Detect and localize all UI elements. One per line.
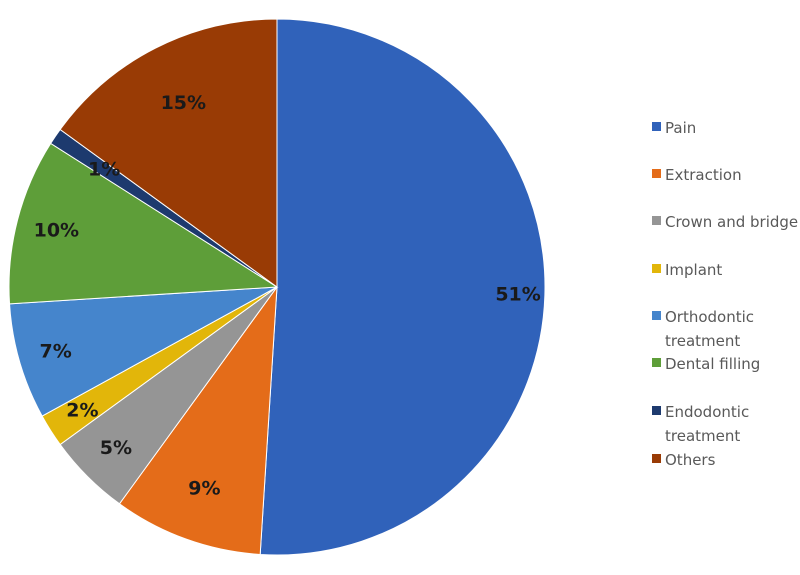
- pie-slice-others: [59, 18, 278, 288]
- pie-slice-dental-filling: [8, 142, 279, 305]
- legend-label-line: Others: [665, 451, 716, 469]
- legend-item-pain: Pain: [652, 116, 800, 140]
- slice-label-extraction: 9%: [188, 478, 220, 500]
- legend-label: Pain: [665, 116, 696, 140]
- legend-label-line: Crown and bridge: [665, 213, 799, 231]
- slice-label-crown-and-bridge: 5%: [100, 437, 132, 459]
- slice-label-orthodontic-treatment: 7%: [40, 340, 72, 362]
- legend-item-endodontic-treatment: Endodontic treatment: [652, 400, 800, 448]
- legend-swatch: [652, 169, 661, 178]
- legend: Pain Extraction Crown and bridge Implant Ort…: [652, 116, 800, 476]
- legend-label-line: Dental filling: [665, 355, 761, 373]
- slice-label-dental-filling: 10%: [34, 219, 79, 241]
- slice-label-implant: 2%: [66, 399, 98, 421]
- pie-slices: [8, 18, 546, 556]
- legend-item-extraction: Extraction: [652, 163, 800, 187]
- legend-item-crown-and-bridge: Crown and bridge: [652, 210, 800, 234]
- legend-label-line: treatment: [665, 332, 741, 350]
- legend-label: Others: [665, 448, 715, 472]
- slice-label-others: 15%: [161, 92, 206, 114]
- legend-item-orthodontic-treatment: Orthodontic treatment: [652, 305, 800, 353]
- legend-label: Dental filling: [665, 352, 760, 376]
- legend-item-dental-filling: Dental filling: [652, 352, 800, 376]
- legend-label-line: treatment: [665, 427, 741, 445]
- legend-label: Extraction: [665, 163, 742, 187]
- legend-label: Crown and bridge: [665, 210, 798, 234]
- legend-swatch: [652, 264, 661, 273]
- legend-label: Implant: [665, 258, 722, 282]
- pie-slice-pain: [259, 18, 546, 556]
- legend-swatch: [652, 311, 661, 320]
- legend-swatch: [652, 406, 661, 415]
- pie-slice-orthodontic-treatment: [8, 286, 278, 417]
- slice-label-endodontic-treatment: 1%: [88, 159, 120, 181]
- legend-item-others: Others: [652, 448, 800, 472]
- legend-label-line: Endodontic: [665, 403, 750, 421]
- legend-swatch: [652, 122, 661, 131]
- legend-label: Endodontic treatment: [665, 400, 749, 448]
- slice-label-pain: 51%: [495, 284, 540, 306]
- legend-swatch: [652, 454, 661, 463]
- pie-labels: 51% 9% 5%2% 7% 10% 1% 15%: [34, 92, 541, 500]
- legend-swatch: [652, 216, 661, 225]
- legend-label: Orthodontic treatment: [665, 305, 754, 353]
- legend-label-line: Implant: [665, 261, 723, 279]
- legend-label-line: Pain: [665, 119, 697, 137]
- legend-label-line: Extraction: [665, 166, 742, 184]
- legend-item-implant: Implant: [652, 258, 800, 282]
- pie-slice-extraction: [118, 285, 278, 556]
- legend-swatch: [652, 358, 661, 367]
- legend-label-line: Orthodontic: [665, 308, 755, 326]
